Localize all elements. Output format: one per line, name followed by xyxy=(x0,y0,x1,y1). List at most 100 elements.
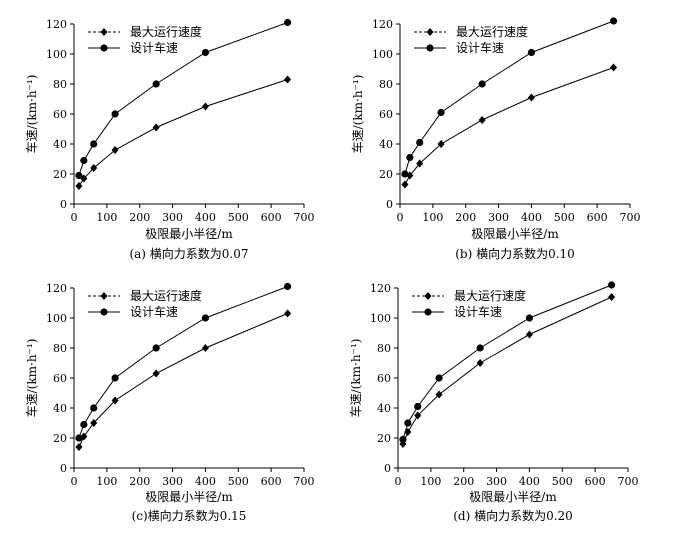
x-tick-label: 300 xyxy=(162,211,183,224)
data-point-max-operating-speed xyxy=(201,344,209,352)
panel-caption: (c)横向力系数为0.15 xyxy=(132,508,247,523)
x-tick-label: 600 xyxy=(261,211,282,224)
data-point-max-operating-speed xyxy=(111,396,119,405)
x-tick-label: 700 xyxy=(294,475,315,488)
legend-label-design-speed: 设计车速 xyxy=(130,40,178,55)
y-tick-label: 120 xyxy=(46,282,67,295)
y-tick-label: 0 xyxy=(60,198,67,211)
data-point-design-speed xyxy=(152,80,160,88)
y-tick-label: 60 xyxy=(53,372,67,385)
series-line-max-operating-speed xyxy=(78,313,288,448)
y-tick-label: 20 xyxy=(53,432,67,445)
legend-marker-circle xyxy=(100,44,108,52)
data-point-design-speed xyxy=(75,434,83,442)
data-point-design-speed xyxy=(111,374,119,382)
y-tick-label: 60 xyxy=(53,108,67,121)
series-line-design-speed xyxy=(78,22,288,176)
legend-label-design-speed: 设计车速 xyxy=(454,304,502,319)
x-tick-label: 300 xyxy=(162,475,183,488)
data-point-design-speed xyxy=(90,404,98,412)
series-line-design-speed xyxy=(402,284,612,440)
legend-label-max-operating-speed: 最大运行速度 xyxy=(454,288,526,303)
y-tick-label: 60 xyxy=(377,372,391,385)
y-tick-label: 20 xyxy=(379,168,393,181)
chart-panel-1: 0 100 200 300 400 500 600 700 0 20 40 60 80 100 120 极限最… xyxy=(24,18,315,261)
data-point-design-speed xyxy=(283,282,292,291)
x-tick-label: 300 xyxy=(486,475,507,488)
series-line-design-speed xyxy=(404,20,614,175)
y-tick-label: 0 xyxy=(60,462,67,475)
x-tick-label: 600 xyxy=(585,475,606,488)
y-tick-label: 80 xyxy=(379,78,393,91)
data-point-design-speed xyxy=(75,171,83,180)
panel-caption: (b) 横向力系数为0.10 xyxy=(455,246,575,261)
data-point-design-speed xyxy=(152,344,160,352)
x-tick-label: 500 xyxy=(552,475,573,488)
y-tick-label: 40 xyxy=(379,138,393,151)
data-point-max-operating-speed xyxy=(75,443,83,451)
legend-marker-diamond xyxy=(424,292,432,300)
x-tick-label: 100 xyxy=(96,475,117,488)
data-point-design-speed xyxy=(525,314,534,322)
series-line-max-operating-speed xyxy=(78,79,288,187)
data-point-design-speed xyxy=(437,108,445,117)
data-point-max-operating-speed xyxy=(416,159,424,168)
legend-marker-diamond xyxy=(100,292,108,300)
chart-panel-3: 0 100 200 300 400 500 600 700 0 20 40 60 80 100 120 极限最… xyxy=(24,282,315,523)
x-tick-label: 200 xyxy=(453,475,474,488)
x-tick-label: 200 xyxy=(129,211,150,224)
y-tick-label: 40 xyxy=(377,402,391,415)
data-point-design-speed xyxy=(478,80,486,88)
x-tick-label: 500 xyxy=(554,211,575,224)
data-point-max-operating-speed xyxy=(201,102,209,111)
data-point-max-operating-speed xyxy=(527,93,535,102)
x-tick-label: 400 xyxy=(195,475,216,488)
data-point-max-operating-speed xyxy=(525,330,533,339)
y-tick-label: 60 xyxy=(379,108,393,121)
data-point-max-operating-speed xyxy=(401,180,409,189)
x-tick-label: 600 xyxy=(261,475,282,488)
x-tick-label: 200 xyxy=(129,475,150,488)
y-tick-label: 120 xyxy=(370,282,391,295)
y-axis-label: 车速/(km·h⁻¹) xyxy=(24,75,39,154)
data-point-design-speed xyxy=(201,314,210,322)
data-point-design-speed xyxy=(527,48,536,57)
y-tick-label: 100 xyxy=(46,48,67,61)
x-tick-label: 200 xyxy=(455,211,476,224)
data-point-max-operating-speed xyxy=(111,146,119,154)
x-tick-label: 100 xyxy=(420,475,441,488)
legend-label-design-speed: 设计车速 xyxy=(456,40,504,55)
legend-label-max-operating-speed: 最大运行速度 xyxy=(130,288,202,303)
data-point-max-operating-speed xyxy=(152,123,160,132)
x-tick-label: 600 xyxy=(587,211,608,224)
data-point-max-operating-speed xyxy=(284,309,292,318)
series-line-max-operating-speed xyxy=(404,67,614,185)
chart-panel-4: 0 100 200 300 400 500 600 700 0 20 40 60 80 100 120 极限最… xyxy=(348,281,639,523)
panel-caption: (d) 横向力系数为0.20 xyxy=(453,508,573,523)
y-axis-label: 车速/(km·h⁻¹) xyxy=(348,339,363,418)
legend-label-max-operating-speed: 最大运行速度 xyxy=(130,24,202,39)
x-axis-label: 极限最小半径/m xyxy=(145,490,233,504)
x-tick-label: 400 xyxy=(195,211,216,224)
y-tick-label: 80 xyxy=(377,342,391,355)
series-line-max-operating-speed xyxy=(402,296,612,445)
chart-panel-2: 0 100 200 300 400 500 600 700 0 20 40 60 80 100 120 极限最… xyxy=(350,17,641,261)
legend-marker-circle xyxy=(424,308,432,316)
x-tick-label: 0 xyxy=(71,475,78,488)
data-point-design-speed xyxy=(401,170,409,178)
y-tick-label: 120 xyxy=(46,18,67,31)
data-point-design-speed xyxy=(476,344,484,352)
x-tick-label: 500 xyxy=(228,475,249,488)
data-point-max-operating-speed xyxy=(437,140,445,148)
x-tick-label: 700 xyxy=(618,475,639,488)
x-tick-label: 700 xyxy=(620,211,641,224)
x-tick-label: 400 xyxy=(519,475,540,488)
x-axis-label: 极限最小半径/m xyxy=(471,227,559,241)
y-tick-label: 20 xyxy=(377,432,391,445)
x-tick-label: 700 xyxy=(294,211,315,224)
y-tick-label: 80 xyxy=(53,78,67,91)
data-point-max-operating-speed xyxy=(152,369,160,378)
data-point-max-operating-speed xyxy=(414,411,422,420)
series-line-design-speed xyxy=(78,286,288,439)
